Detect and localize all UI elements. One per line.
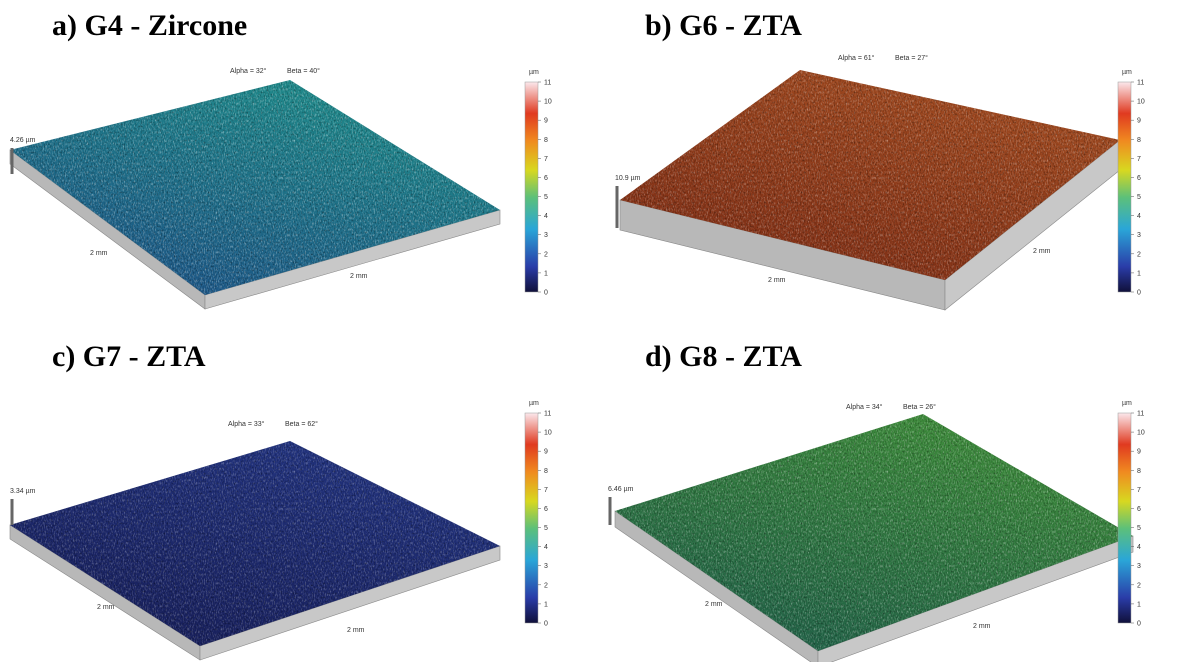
- colorbar-tick-label: 2: [1137, 582, 1141, 589]
- colorbar-tick-label: 1: [544, 270, 548, 277]
- colorbar-tick-label: 0: [1137, 290, 1141, 297]
- colorbar-tick-label: 6: [1137, 175, 1141, 182]
- colorbar-tick-label: 10: [544, 430, 552, 437]
- colorbar-tick-label: 11: [544, 80, 551, 87]
- colorbar-tick-label: 7: [544, 156, 548, 163]
- y-axis-label: 2 mm: [347, 627, 365, 634]
- colorbar-tick-label: 6: [544, 175, 548, 182]
- colorbar-tick-label: 2: [544, 251, 548, 258]
- panel: a) G4 - Zircone 4.26 µm Alpha = 32° Beta = …: [9, 9, 552, 310]
- alpha-label: Alpha = 34°: [846, 403, 883, 411]
- panel-title: b) G6 - ZTA: [645, 9, 802, 42]
- panel: b) G6 - ZTA 10.9 µm Alpha = 61° Beta = 27° 2…: [615, 9, 1145, 311]
- colorbar-tick-label: 1: [544, 601, 548, 608]
- x-axis-label: 2 mm: [90, 250, 108, 257]
- colorbar-tick-label: 5: [1137, 194, 1141, 201]
- beta-label: Beta = 27°: [895, 54, 928, 62]
- colorbar-tick-label: 9: [1137, 449, 1141, 456]
- colorbar-tick-label: 8: [544, 137, 548, 144]
- x-axis-label: 2 mm: [705, 601, 723, 608]
- height-label: 4.26 µm: [10, 137, 36, 144]
- colorbar-tick-label: 4: [544, 544, 548, 551]
- colorbar-tick-label: 3: [1137, 232, 1141, 239]
- colorbar-tick-label: 0: [1137, 621, 1141, 628]
- colorbar-tick-label: 7: [1137, 156, 1141, 163]
- colorbar-tick-label: 8: [1137, 137, 1141, 144]
- colorbar-tick-label: 1: [1137, 270, 1141, 277]
- alpha-label: Alpha = 32°: [230, 67, 267, 75]
- colorbar-tick-label: 10: [1137, 430, 1145, 437]
- height-label: 6.46 µm: [608, 486, 634, 493]
- colorbar: [1117, 412, 1132, 624]
- x-axis-label: 2 mm: [768, 277, 786, 284]
- colorbar-tick-label: 7: [544, 487, 548, 494]
- alpha-label: Alpha = 61°: [838, 54, 875, 62]
- colorbar-tick-label: 10: [544, 99, 552, 106]
- surface-texture: [10, 80, 500, 295]
- colorbar-tick-label: 4: [544, 213, 548, 220]
- colorbar-tick-label: 0: [544, 621, 548, 628]
- colorbar-unit: µm: [1122, 69, 1132, 76]
- colorbar-tick-label: 3: [544, 232, 548, 239]
- colorbar-tick-label: 5: [1137, 525, 1141, 532]
- height-label: 3.34 µm: [10, 488, 36, 495]
- panel-title: a) G4 - Zircone: [52, 9, 247, 42]
- colorbar-tick-label: 6: [1137, 506, 1141, 513]
- panel: d) G8 - ZTA 6.46 µm Alpha = 34° Beta = 26° 2…: [608, 340, 1145, 662]
- colorbar-tick-label: 5: [544, 194, 548, 201]
- panel-title: d) G8 - ZTA: [645, 340, 802, 373]
- colorbar-tick-label: 11: [1137, 80, 1144, 87]
- colorbar: [524, 81, 539, 293]
- colorbar-tick-label: 7: [1137, 487, 1141, 494]
- y-axis-label: 2 mm: [1033, 248, 1051, 255]
- colorbar-tick-label: 3: [1137, 563, 1141, 570]
- panel: c) G7 - ZTA 3.34 µm Alpha = 33° Beta = 62° 2…: [9, 340, 552, 661]
- colorbar-unit: µm: [529, 400, 539, 407]
- colorbar-tick-label: 3: [544, 563, 548, 570]
- colorbar-tick-label: 9: [1137, 118, 1141, 125]
- colorbar-tick-label: 8: [1137, 468, 1141, 475]
- colorbar-unit: µm: [529, 69, 539, 76]
- colorbar-tick-label: 11: [1137, 411, 1144, 418]
- colorbar-tick-label: 9: [544, 118, 548, 125]
- colorbar-tick-label: 1: [1137, 601, 1141, 608]
- x-axis-label: 2 mm: [97, 604, 115, 611]
- surface-texture: [615, 414, 1133, 651]
- sample-side: [614, 510, 819, 662]
- beta-label: Beta = 62°: [285, 420, 318, 428]
- beta-label: Beta = 40°: [287, 67, 320, 75]
- colorbar: [1117, 81, 1132, 293]
- colorbar: [524, 412, 539, 624]
- colorbar-tick-label: 2: [544, 582, 548, 589]
- colorbar-tick-label: 5: [544, 525, 548, 532]
- colorbar-tick-label: 11: [544, 411, 551, 418]
- y-axis-label: 2 mm: [973, 623, 991, 630]
- colorbar-tick-label: 0: [544, 290, 548, 297]
- colorbar-tick-label: 4: [1137, 213, 1141, 220]
- colorbar-tick-label: 10: [1137, 99, 1145, 106]
- colorbar-tick-label: 8: [544, 468, 548, 475]
- surface-texture: [10, 441, 500, 646]
- colorbar-tick-label: 6: [544, 506, 548, 513]
- surface-texture: [620, 70, 1120, 280]
- colorbar-tick-label: 2: [1137, 251, 1141, 258]
- height-label: 10.9 µm: [615, 175, 641, 182]
- colorbar-tick-label: 4: [1137, 544, 1141, 551]
- colorbar-unit: µm: [1122, 400, 1132, 407]
- beta-label: Beta = 26°: [903, 403, 936, 411]
- panel-title: c) G7 - ZTA: [52, 340, 206, 373]
- colorbar-tick-label: 9: [544, 449, 548, 456]
- alpha-label: Alpha = 33°: [228, 420, 265, 428]
- y-axis-label: 2 mm: [350, 273, 368, 280]
